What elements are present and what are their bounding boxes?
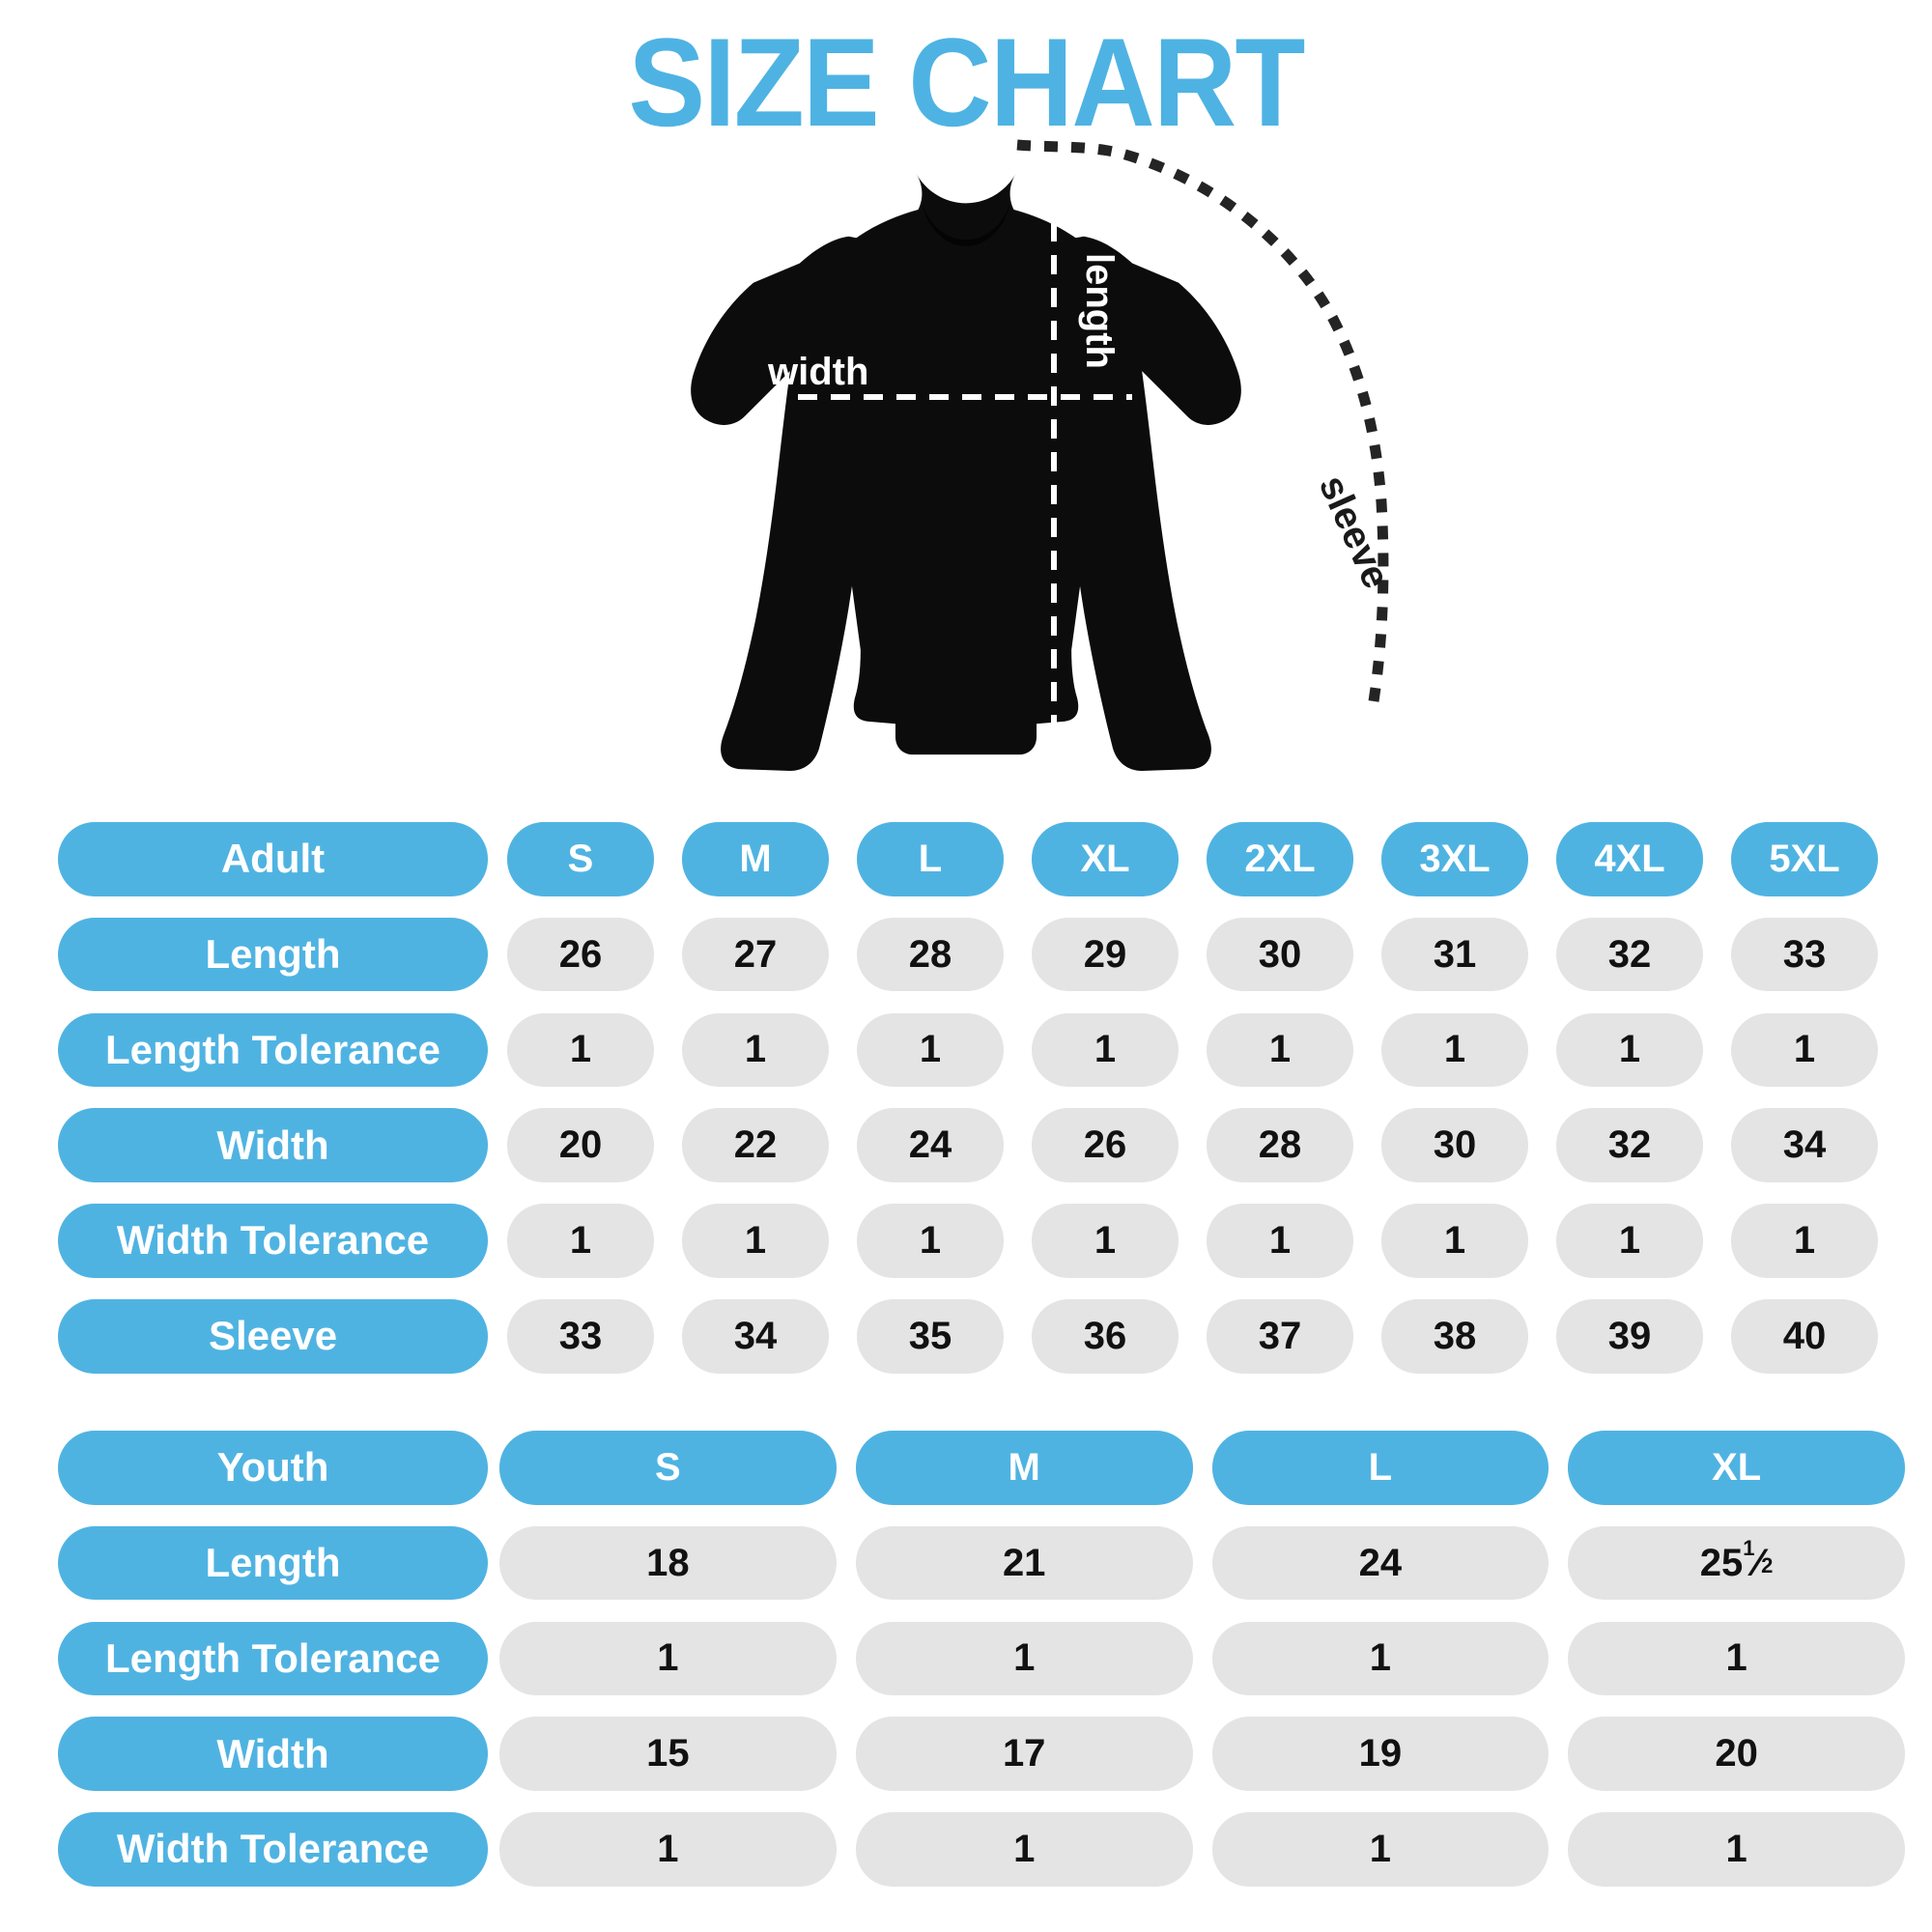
svg-text:length: length (1078, 253, 1121, 369)
svg-text:width: width (767, 351, 868, 393)
